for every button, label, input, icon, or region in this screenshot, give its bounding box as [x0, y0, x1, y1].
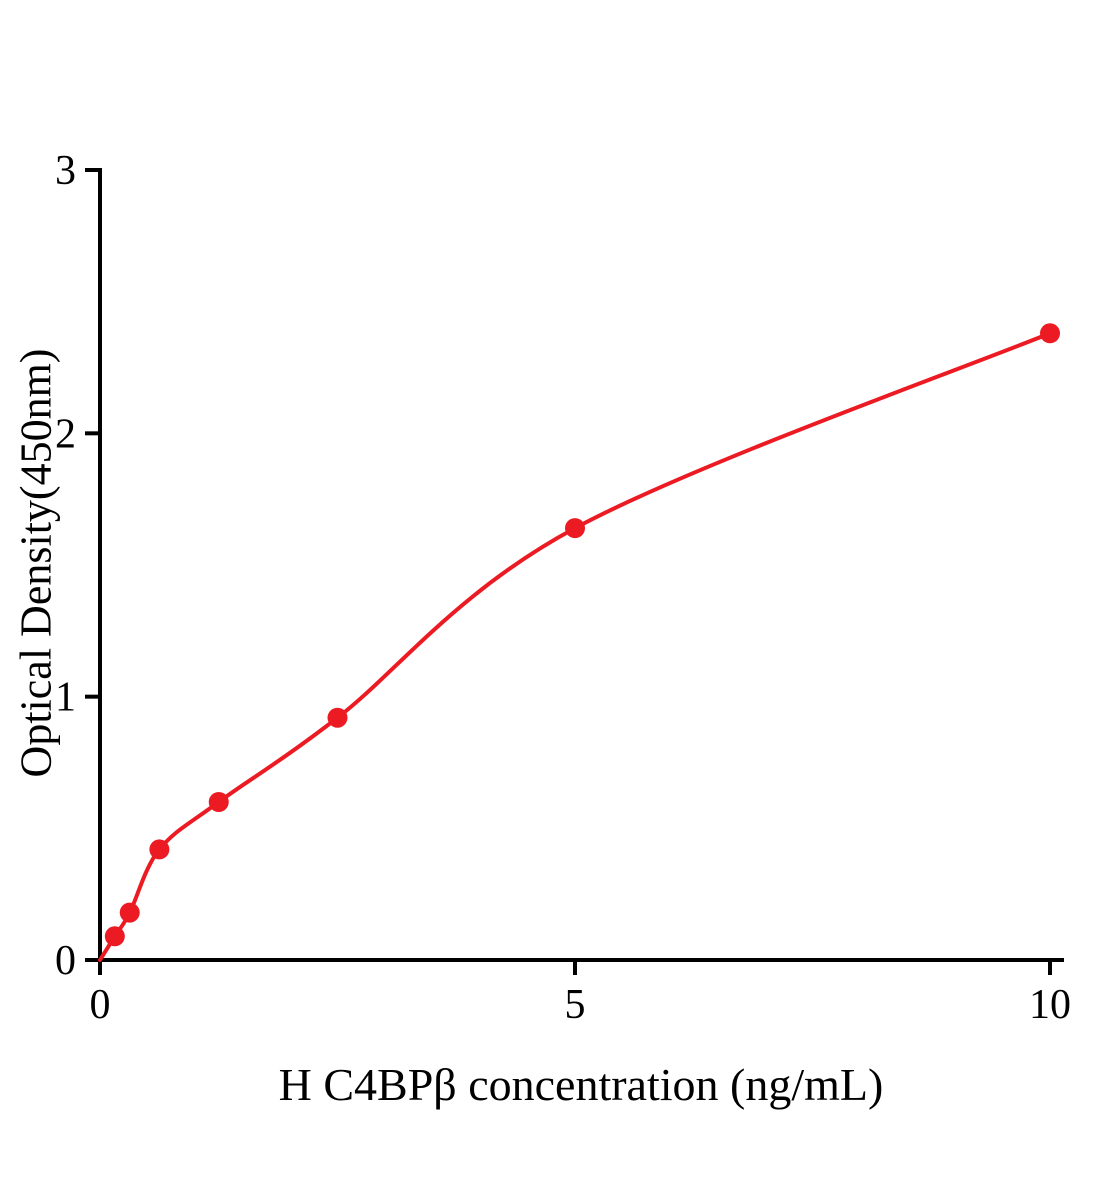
- y-tick-label: 3: [55, 148, 76, 194]
- fit-curve: [98, 331, 1052, 962]
- data-point: [149, 839, 170, 860]
- x-axis-title: H C4BPβ concentration (ng/mL): [278, 1059, 884, 1110]
- data-point: [327, 707, 348, 728]
- data-point: [208, 792, 229, 812]
- data-point: [1040, 323, 1060, 344]
- axes: [98, 168, 1064, 962]
- y-tick-label: 0: [55, 938, 76, 984]
- x-tick-label: 0: [90, 982, 111, 1028]
- data-point: [565, 518, 585, 539]
- y-tick-label: 2: [55, 411, 76, 457]
- data-point: [119, 902, 140, 923]
- x-tick-label: 5: [565, 982, 586, 1028]
- y-axis-title: Optical Density(450nm): [11, 348, 61, 778]
- y-tick-label: 1: [55, 675, 76, 721]
- data-point: [104, 926, 125, 947]
- x-tick-label: 10: [1029, 982, 1071, 1028]
